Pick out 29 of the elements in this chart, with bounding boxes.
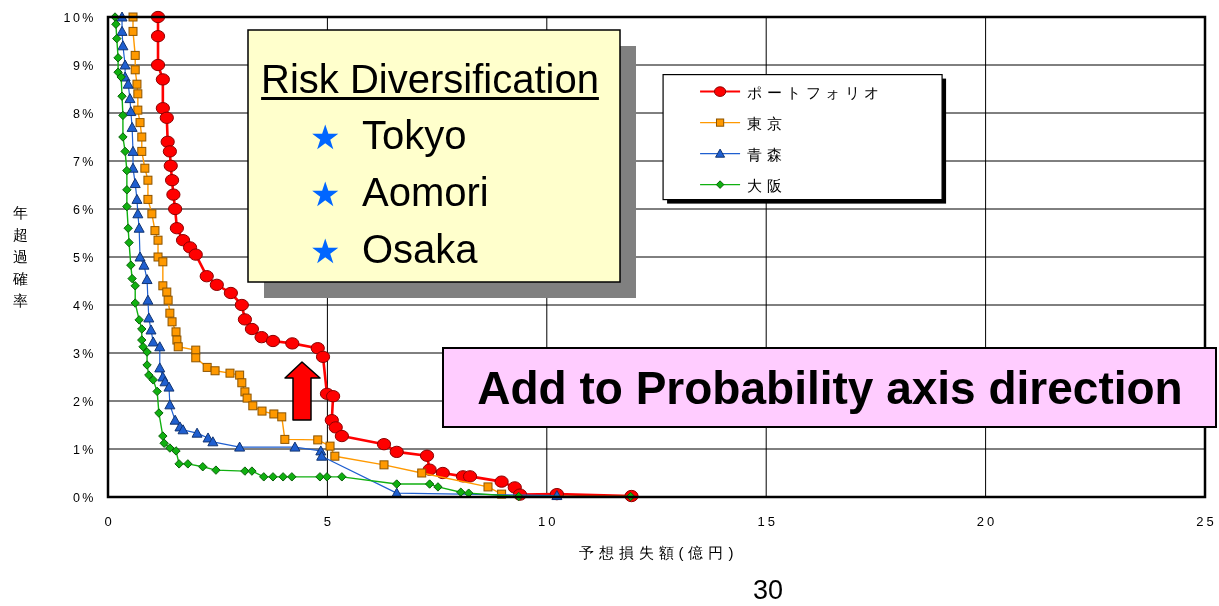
y-axis-title: 年超過確率 [11,204,28,309]
text: 30 [752,575,784,605]
x-tick-label: 10 [538,514,559,529]
annotation: ★ Aomori [310,170,489,214]
annotation: Risk Diversification [261,57,599,101]
y-tick-label: 10% [63,11,96,25]
y-tick-label: 4% [72,299,96,313]
y-tick-label: 2% [72,395,96,409]
legend-label: 青森 [747,145,787,163]
x-tick-label: 20 [976,514,998,529]
legend-label: 大阪 [747,176,787,194]
legend-label: 東京 [747,114,787,132]
annotation: ★ Osaka [310,227,479,271]
y-tick-label: 3% [72,347,96,361]
legend-label: ポートフォリオ [747,83,884,101]
annotation: ★ Tokyo [310,113,467,157]
y-tick-label: 0% [72,491,96,505]
x-tick-label: 0 [104,514,115,529]
x-axis-title: 予想損失額(億円) [578,544,739,561]
y-tick-label: 6% [72,203,96,217]
y-tick-label: 7% [72,155,96,169]
y-tick-label: 9% [72,59,96,73]
x-tick-label: 15 [757,514,778,529]
annotation: Add to Probability axis direction [477,362,1183,414]
y-tick-label: 5% [72,251,96,265]
y-tick-label: 1% [72,443,96,457]
x-tick-label: 25 [1196,514,1217,529]
x-tick-label: 5 [323,514,335,529]
y-tick-label: 8% [72,107,96,121]
